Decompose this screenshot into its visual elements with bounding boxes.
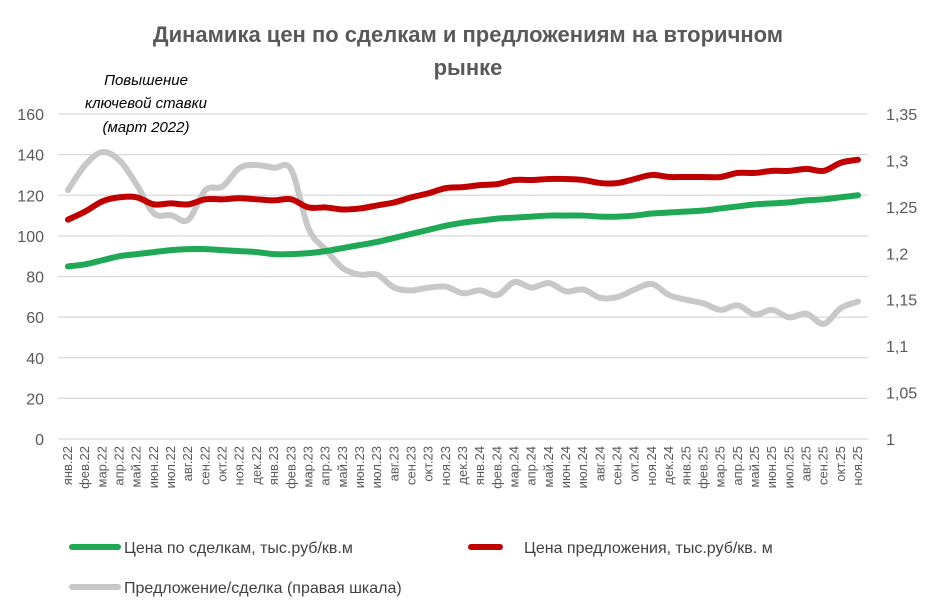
x-tick-label: сен.24: [610, 446, 625, 485]
right-tick-label: 1,15: [886, 293, 917, 310]
x-tick-label: мар.22: [94, 446, 109, 487]
x-tick-label: апр.25: [730, 446, 745, 486]
right-tick-label: 1,1: [886, 339, 908, 356]
x-tick-label: окт.22: [215, 446, 230, 482]
x-tick-label: июл.23: [369, 446, 384, 488]
right-tick-label: 1,25: [886, 200, 917, 217]
x-tick-label: сен.23: [403, 446, 418, 485]
x-tick-label: июн.24: [558, 446, 573, 488]
x-tick-label: ноя.24: [644, 446, 659, 486]
left-tick-label: 60: [26, 310, 44, 327]
left-tick-label: 20: [26, 391, 44, 408]
legend: Цена по сделкам, тыс.руб/кв.м Цена предл…: [69, 540, 773, 597]
right-tick-label: 1,05: [886, 386, 917, 403]
x-tick-label: апр.23: [318, 446, 333, 486]
right-tick-label: 1: [886, 432, 895, 449]
x-tick-label: авг.25: [798, 446, 813, 481]
x-tick-label: июл.22: [163, 446, 178, 488]
x-tick-label: июл.24: [575, 446, 590, 488]
x-tick-label: май.24: [541, 446, 556, 488]
legend-label-offers: Цена предложения, тыс.руб/кв. м: [524, 540, 773, 557]
x-tick-label: фев.23: [283, 446, 298, 489]
x-tick-label: ноя.23: [438, 446, 453, 486]
x-tick-label: фев.25: [695, 446, 710, 489]
x-tick-label: дек.22: [249, 446, 264, 485]
series-line-deals: [65, 192, 861, 270]
x-tick-label: сен.25: [816, 446, 831, 485]
chart-title-line-1: Динамика цен по сделкам и предложениям н…: [153, 22, 783, 47]
left-tick-label: 100: [17, 229, 44, 246]
x-tick-label: май.25: [747, 446, 762, 488]
x-tick-label: июн.23: [352, 446, 367, 488]
legend-label-ratio: Предложение/сделка (правая шкала): [124, 580, 402, 597]
left-tick-label: 140: [17, 148, 44, 165]
x-tick-label: июн.22: [146, 446, 161, 488]
x-tick-label: май.22: [129, 446, 144, 488]
x-tick-label: янв.23: [266, 446, 281, 485]
x-tick-label: апр.24: [524, 446, 539, 486]
left-tick-label: 40: [26, 351, 44, 368]
x-tick-label: янв.25: [678, 446, 693, 485]
legend-label-deals: Цена по сделкам, тыс.руб/кв.м: [124, 540, 353, 557]
left-tick-label: 160: [17, 107, 44, 124]
x-tick-label: ноя.22: [232, 446, 247, 486]
left-tick-label: 120: [17, 188, 44, 205]
x-tick-label: дек.24: [661, 446, 676, 485]
right-tick-label: 1,3: [886, 153, 908, 170]
right-tick-label: 1,35: [886, 107, 917, 124]
series-line-offers: [65, 156, 861, 223]
x-axis-ticks: янв.22 фев.22 мар.22 апр.22 май.22 июн.22 июл.…: [60, 446, 865, 489]
x-tick-label: июн.25: [764, 446, 779, 488]
left-tick-label: 0: [35, 432, 44, 449]
x-tick-label: фев.24: [489, 446, 504, 489]
x-tick-label: янв.24: [472, 446, 487, 485]
annotation-line-1: Повышение: [104, 72, 188, 89]
x-tick-label: мар.23: [300, 446, 315, 487]
x-tick-label: авг.23: [386, 446, 401, 481]
left-axis-ticks: 0 20 40 60 80 100 120 140 160: [17, 107, 44, 449]
x-tick-label: мар.25: [713, 446, 728, 487]
x-tick-label: окт.25: [833, 446, 848, 482]
x-tick-label: апр.22: [112, 446, 127, 486]
x-tick-label: ноя.25: [850, 446, 865, 486]
right-axis-ticks: 1 1,05 1,1 1,15 1,2 1,25 1,3 1,35: [886, 107, 917, 449]
chart-title-line-2: рынке: [434, 55, 503, 80]
series-lines: [65, 148, 861, 327]
x-tick-label: июл.25: [781, 446, 796, 488]
right-tick-label: 1,2: [886, 246, 908, 263]
series-line-ratio: [65, 148, 861, 327]
x-tick-label: янв.22: [60, 446, 75, 485]
x-tick-label: фев.22: [77, 446, 92, 489]
x-tick-label: сен.22: [197, 446, 212, 485]
gridlines: [58, 113, 868, 440]
x-tick-label: авг.24: [592, 446, 607, 481]
x-tick-label: авг.22: [180, 446, 195, 481]
x-tick-label: дек.23: [455, 446, 470, 485]
x-tick-label: окт.24: [627, 446, 642, 482]
x-tick-label: мар.24: [507, 446, 522, 487]
x-tick-label: окт.23: [421, 446, 436, 482]
left-tick-label: 80: [26, 270, 44, 287]
annotation-line-2: ключевой ставки: [85, 95, 208, 112]
annotation-line-3: (март 2022): [103, 119, 190, 136]
x-tick-label: май.23: [335, 446, 350, 488]
